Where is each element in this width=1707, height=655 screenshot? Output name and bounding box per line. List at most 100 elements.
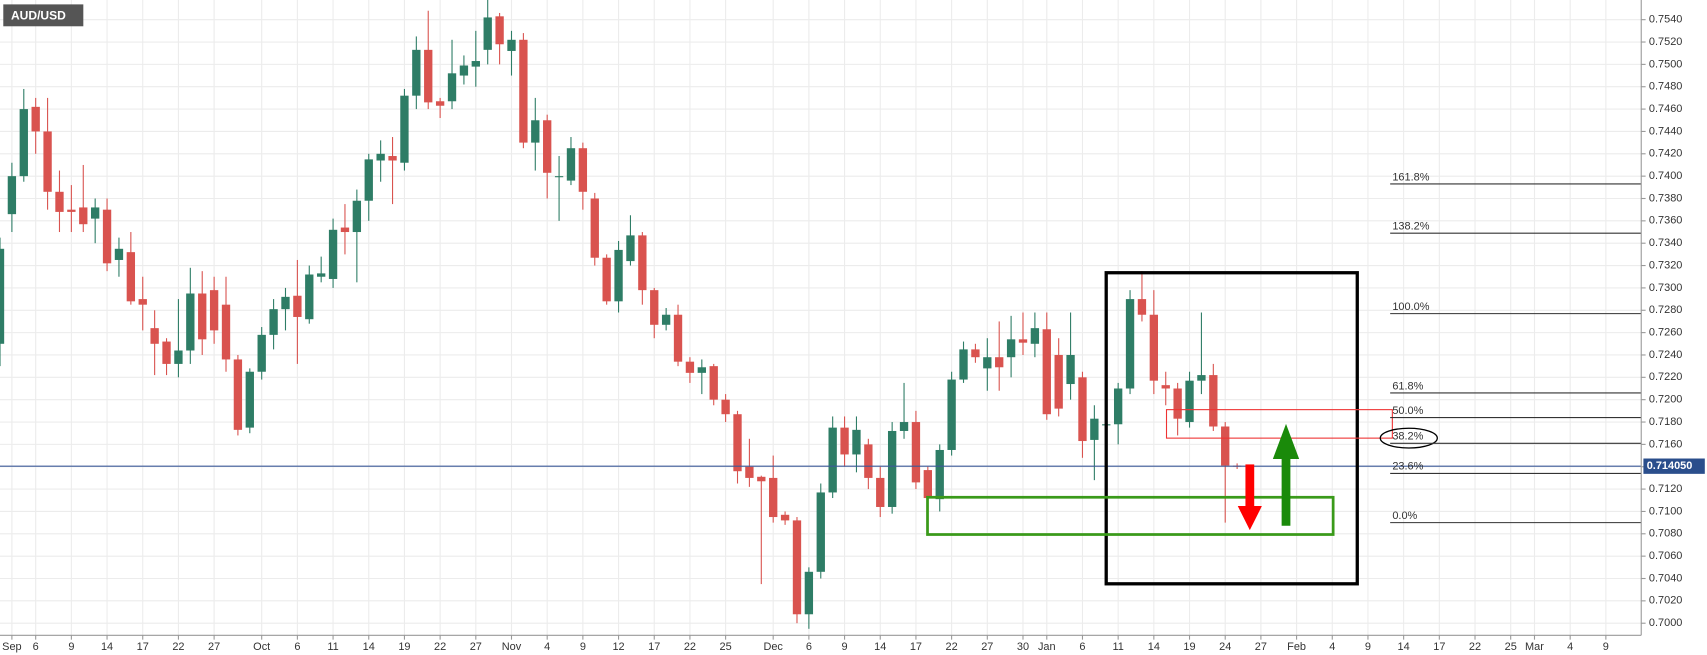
x-tick-label: Feb [1287, 641, 1306, 653]
y-tick-label: 0.7000 [1649, 617, 1682, 629]
candle-body [543, 120, 552, 173]
y-tick-label: 0.7540 [1649, 14, 1682, 26]
y-tick-label: 0.7220 [1649, 371, 1682, 383]
candle-body [352, 200, 362, 233]
x-tick-label: Sep [2, 641, 21, 653]
candle-body [864, 444, 873, 478]
up-arrow-head [1272, 423, 1300, 459]
candle-body [780, 514, 790, 521]
x-tick-label: 9 [580, 641, 586, 653]
y-tick-label: 0.7300 [1649, 282, 1682, 294]
x-tick-label: 27 [981, 641, 993, 653]
candle-body [531, 120, 540, 143]
candle-body [673, 314, 683, 362]
candle-body [1030, 328, 1040, 344]
candle-body [697, 367, 706, 373]
candle-body [935, 449, 944, 500]
focus-box [1104, 271, 1359, 586]
x-tick-label: 14 [1148, 641, 1160, 653]
fib-label: 61.8% [1392, 380, 1423, 392]
candle-body [1137, 299, 1147, 315]
candle-body [233, 359, 243, 430]
candle-body [412, 49, 421, 96]
x-tick-label: 22 [684, 641, 696, 653]
candle-body [1209, 375, 1218, 427]
x-tick-label: 6 [806, 641, 812, 653]
fib-label: 100.0% [1392, 301, 1429, 313]
x-tick-label: 22 [1469, 641, 1481, 653]
candle-body [899, 422, 909, 431]
candle-body [114, 248, 124, 260]
candle-body [328, 229, 338, 279]
candle-body [769, 477, 778, 518]
candle-body [102, 209, 112, 264]
y-tick-label: 0.7420 [1649, 148, 1682, 160]
candle-body [721, 399, 730, 415]
candle-body [126, 252, 136, 302]
x-tick-label: 14 [363, 641, 375, 653]
candle-body [1066, 354, 1075, 385]
up-arrow-shaft [1281, 455, 1291, 526]
candle-body [55, 191, 64, 212]
candle-body [519, 39, 528, 143]
candle-body [1042, 329, 1051, 415]
x-tick-label: Jan [1038, 641, 1056, 653]
x-tick-label: 14 [101, 641, 113, 653]
candle-body [138, 299, 147, 305]
x-tick-label: 9 [68, 641, 74, 653]
candle-body [852, 429, 861, 455]
candle-body [198, 293, 207, 340]
candle-body [626, 235, 635, 262]
candle-body [1125, 299, 1135, 389]
candle-body [1185, 380, 1194, 423]
x-tick-label: 6 [33, 641, 39, 653]
x-tick-label: 24 [1219, 641, 1231, 653]
candle-body [1197, 375, 1206, 381]
candle-body [31, 106, 40, 132]
x-tick-label: 4 [544, 641, 550, 653]
chart-title: AUD/USD [11, 9, 66, 23]
x-tick-label: 19 [398, 641, 410, 653]
candle-body [816, 492, 825, 572]
candle-body [1113, 388, 1123, 425]
y-tick-label: 0.7260 [1649, 327, 1682, 339]
y-tick-label: 0.7520 [1649, 36, 1682, 48]
y-tick-label: 0.7340 [1649, 237, 1682, 249]
x-tick-label: 6 [1079, 641, 1085, 653]
candle-body [257, 334, 266, 372]
grid [0, 0, 1642, 636]
x-tick-label: 17 [910, 641, 922, 653]
candle-body [685, 361, 695, 373]
candle-body [995, 357, 1004, 368]
fib-label: 50.0% [1392, 405, 1423, 417]
x-tick-label: 11 [327, 641, 338, 653]
candle-body [400, 95, 409, 163]
candle-body [150, 328, 159, 344]
x-tick-label: 11 [1112, 641, 1123, 653]
candle-body [876, 477, 885, 507]
last-price-box [1643, 458, 1705, 474]
x-tick-label: 4 [1567, 641, 1573, 653]
x-tick-label: 9 [1603, 641, 1609, 653]
candle-body [435, 101, 445, 106]
x-tick-label: Nov [502, 641, 522, 653]
x-tick-label: 14 [1398, 641, 1410, 653]
x-tick-label: 17 [648, 641, 660, 653]
level-circle [1379, 427, 1438, 449]
candle-body [245, 371, 254, 428]
candle-body [840, 427, 849, 455]
y-tick-label: 0.7460 [1649, 103, 1682, 115]
y-tick-label: 0.7120 [1649, 483, 1682, 495]
x-tick-label: 19 [1183, 641, 1195, 653]
y-tick-label: 0.7160 [1649, 438, 1682, 450]
support-box [926, 495, 1335, 536]
candle-body [745, 466, 754, 478]
x-tick-label: 6 [294, 641, 300, 653]
candle-body [971, 349, 980, 358]
x-tick-label: 22 [172, 641, 184, 653]
y-tick-label: 0.7100 [1649, 505, 1682, 517]
y-tick-label: 0.7080 [1649, 528, 1682, 540]
